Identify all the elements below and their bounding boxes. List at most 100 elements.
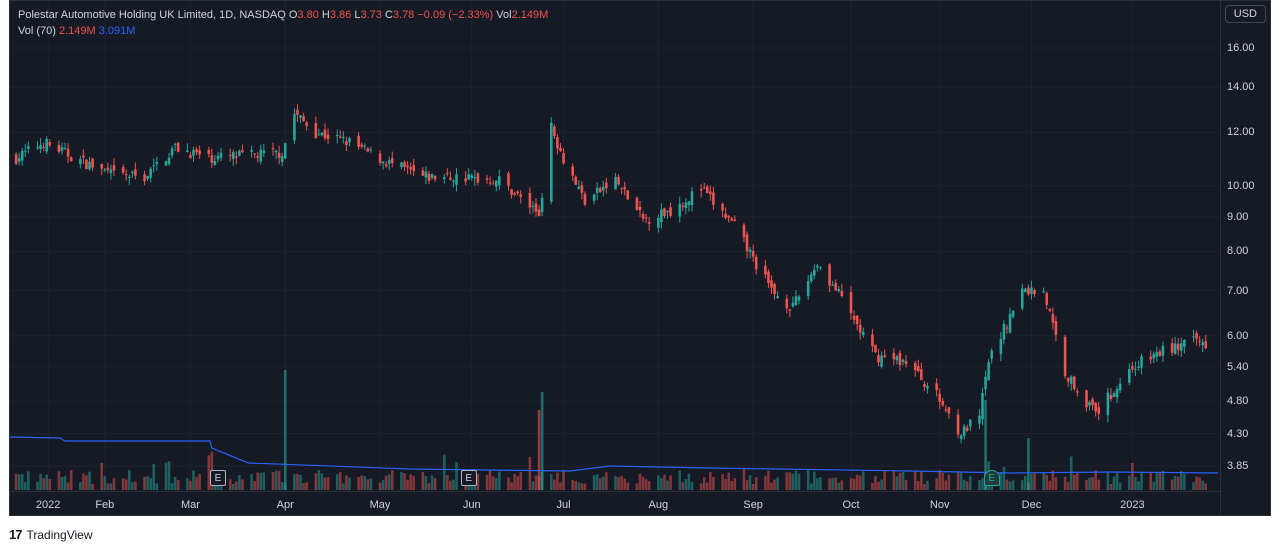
volume-bar bbox=[106, 483, 110, 490]
candle-body bbox=[207, 149, 211, 154]
candle-body bbox=[100, 163, 104, 169]
volume-bar bbox=[1137, 481, 1140, 490]
candle-body bbox=[488, 182, 492, 184]
candle-body bbox=[1085, 390, 1088, 408]
volume-bar bbox=[1005, 479, 1009, 490]
candle-body bbox=[1155, 352, 1159, 357]
candle-body bbox=[210, 155, 214, 163]
candle-body bbox=[605, 182, 608, 189]
candle-body bbox=[507, 173, 510, 186]
volume-bar bbox=[1134, 477, 1137, 490]
volume-bar bbox=[699, 483, 703, 490]
chart-frame[interactable]: Polestar Automotive Holding UK Limited, … bbox=[9, 0, 1271, 516]
candle-body bbox=[60, 147, 64, 151]
candle-body bbox=[690, 191, 694, 206]
price-tick-label: 10.00 bbox=[1227, 179, 1255, 192]
candle-body bbox=[235, 156, 238, 158]
volume-bar bbox=[1152, 481, 1156, 490]
volume-bar bbox=[916, 480, 920, 490]
volume-bar bbox=[1173, 475, 1177, 490]
volume-bar bbox=[1097, 479, 1101, 490]
candle-body bbox=[797, 296, 801, 301]
candle-body bbox=[57, 144, 61, 152]
volume-bar bbox=[403, 473, 406, 490]
candle-body bbox=[1042, 291, 1045, 293]
earnings-marker-icon[interactable]: E bbox=[460, 470, 477, 486]
volume-bar bbox=[592, 475, 596, 490]
volume-bar bbox=[1109, 483, 1113, 490]
volume-bar bbox=[944, 480, 948, 490]
earnings-marker-icon[interactable]: E bbox=[209, 470, 226, 486]
candle-body bbox=[106, 167, 110, 170]
time-tick-label: Apr bbox=[276, 499, 294, 511]
candle-body bbox=[384, 164, 388, 167]
volume-bar bbox=[605, 472, 608, 490]
candle-body bbox=[1115, 388, 1119, 398]
candle-body bbox=[699, 188, 703, 191]
candle-body bbox=[1097, 407, 1101, 414]
volume-bar bbox=[657, 475, 660, 490]
volume-bar bbox=[1183, 474, 1186, 490]
candle-body bbox=[421, 170, 425, 176]
volume-bar bbox=[348, 477, 351, 490]
close-label: C bbox=[384, 9, 393, 21]
candle-body bbox=[926, 385, 929, 389]
volume-bar bbox=[256, 472, 260, 490]
volume-bar bbox=[1176, 476, 1180, 490]
volume-bar bbox=[82, 473, 85, 490]
time-tick-label: 2023 bbox=[1120, 499, 1145, 511]
volume-bar bbox=[516, 476, 519, 490]
candle-body bbox=[510, 189, 513, 195]
price-plot[interactable] bbox=[10, 1, 1220, 491]
volume-bar bbox=[702, 476, 706, 490]
candle-body bbox=[519, 194, 523, 198]
volume-bar bbox=[1149, 472, 1153, 490]
candle-body bbox=[1204, 341, 1208, 349]
candle-body bbox=[1024, 288, 1027, 293]
candle-body bbox=[712, 192, 715, 205]
candle-body bbox=[754, 256, 758, 270]
price-tick-label: 4.30 bbox=[1227, 427, 1249, 440]
volume-value: 2.149M bbox=[511, 9, 549, 21]
candle-body bbox=[874, 344, 877, 353]
volume-bar bbox=[880, 479, 883, 490]
earnings-marker-icon[interactable]: E bbox=[983, 470, 1000, 486]
candle-body bbox=[531, 205, 535, 207]
time-axis[interactable]: 2022 Feb Mar Apr May Jun Jul Aug Sep Oct Nov Dec 202… bbox=[10, 491, 1220, 515]
volume-bar bbox=[231, 483, 235, 490]
candle-body bbox=[895, 356, 899, 361]
volume-bar bbox=[742, 467, 746, 490]
candle-body bbox=[687, 201, 691, 205]
volume-bar bbox=[345, 475, 348, 490]
volume-bar bbox=[920, 471, 923, 490]
volume-bar bbox=[883, 471, 886, 490]
candle-body bbox=[48, 142, 52, 146]
low-label: L bbox=[354, 9, 361, 21]
volume-bar bbox=[167, 461, 171, 490]
volume-bar bbox=[45, 474, 48, 490]
candle-body bbox=[984, 376, 987, 390]
candle-body bbox=[776, 296, 779, 299]
volume-bar bbox=[146, 476, 149, 490]
candle-body bbox=[186, 150, 189, 152]
volume-bar bbox=[819, 477, 822, 490]
volume-bar bbox=[871, 483, 874, 490]
volume-bar bbox=[794, 470, 798, 490]
currency-button[interactable]: USD bbox=[1224, 5, 1266, 23]
candle-body bbox=[730, 218, 734, 221]
volume-bar bbox=[449, 480, 452, 490]
candle-body bbox=[79, 159, 82, 165]
candle-body bbox=[938, 393, 941, 402]
volume-bar bbox=[66, 482, 70, 490]
candle-body bbox=[562, 152, 565, 164]
candle-body bbox=[20, 150, 24, 161]
candle-body bbox=[1033, 290, 1036, 294]
candle-body bbox=[1045, 293, 1049, 305]
price-axis[interactable]: USD 16.00 14.00 12.00 10.00 9.00 8.00 7.00 6.00… bbox=[1220, 1, 1270, 515]
candle-body bbox=[871, 334, 874, 347]
candle-body bbox=[666, 210, 669, 213]
candle-body bbox=[1076, 391, 1079, 393]
volume-bar bbox=[1085, 480, 1088, 490]
volume-bar bbox=[42, 478, 45, 490]
tradingview-brand[interactable]: 17 TradingView bbox=[9, 527, 93, 542]
